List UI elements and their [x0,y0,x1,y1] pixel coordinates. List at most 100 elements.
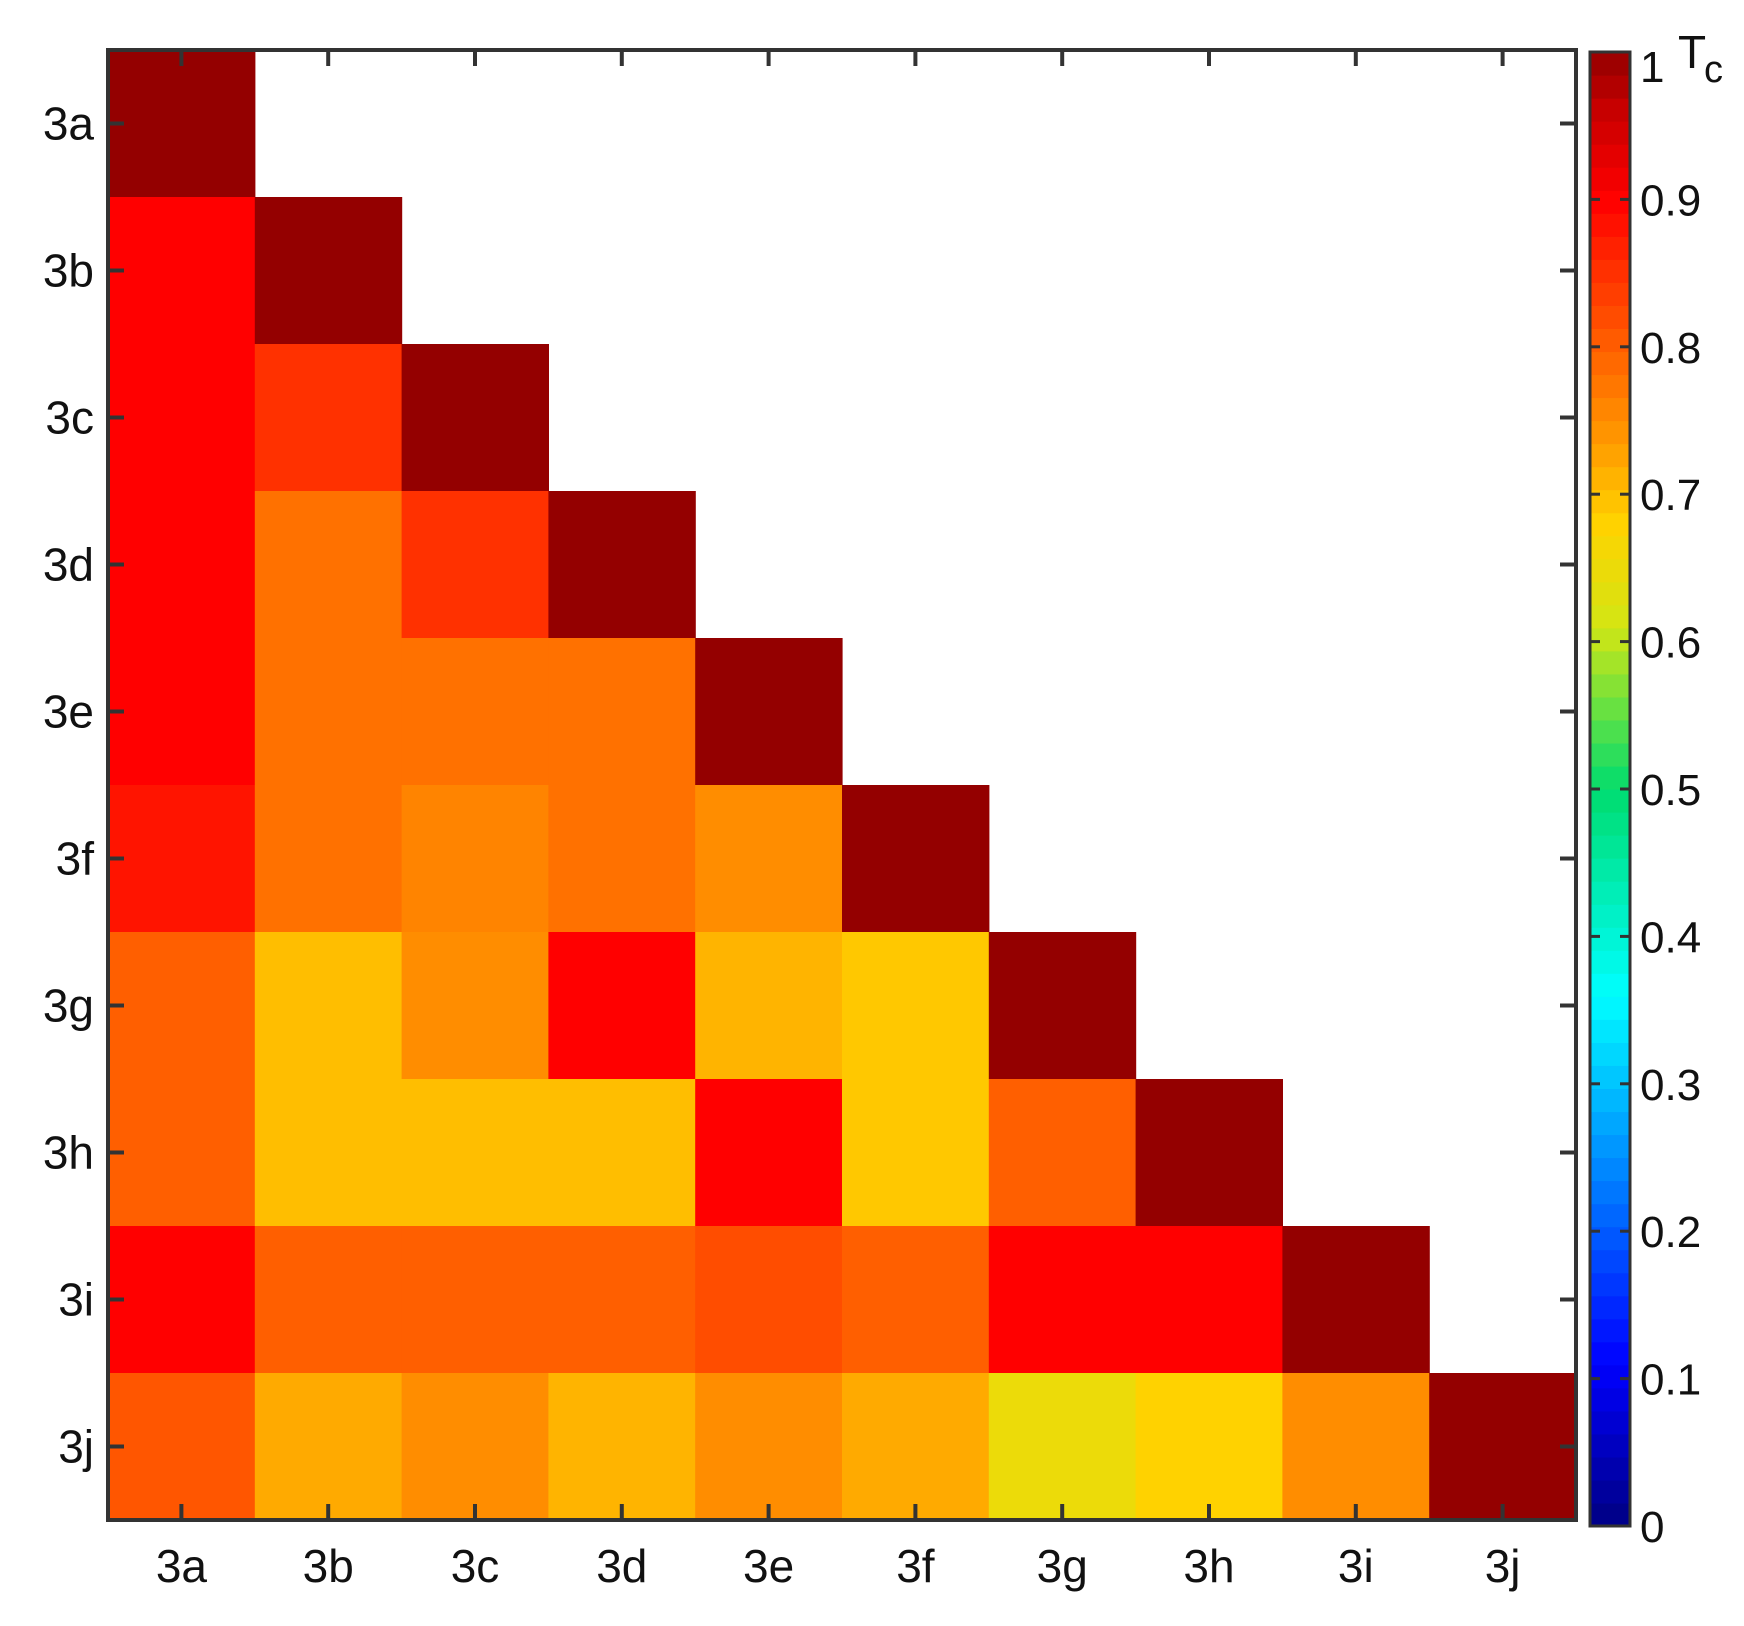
colorbar-segment [1590,420,1630,445]
colorbar-segment [1590,904,1630,928]
colorbar-segment [1590,673,1630,698]
colorbar-segment [1590,1134,1630,1159]
y-tick-label: 3e [43,686,94,738]
heatmap-cell [1135,1226,1283,1374]
colorbar-segment [1590,1387,1630,1412]
heatmap-cell [988,932,1137,1080]
colorbar-segment [1590,121,1630,145]
colorbar-segment [1590,973,1630,997]
y-tick-label: 3h [43,1127,94,1179]
colorbar-segment [1590,742,1630,767]
colorbar-segment [1590,1203,1630,1228]
colorbar-segment [1590,236,1630,260]
heatmap-cell [108,491,256,639]
colorbar-segment [1590,1456,1630,1481]
heatmap-cell [548,785,696,933]
heatmap-cell [401,1079,549,1227]
colorbar-segment [1590,466,1630,491]
colorbar-segment [1590,259,1630,283]
colorbar-segment [1590,696,1630,721]
heatmap-cell [548,638,696,786]
heatmap-cell [548,491,696,639]
heatmap-cell [988,1373,1137,1521]
colorbar-segment [1590,213,1630,237]
colorbar-segment [1590,351,1630,376]
heatmap-cell [842,1226,990,1374]
colorbar-segment [1590,1065,1630,1090]
colorbar-segment [1590,765,1630,790]
colorbar-segment [1590,305,1630,329]
heatmap-cell [108,1226,256,1374]
heatmap-cell [254,197,403,345]
heatmap-cell [695,932,843,1080]
colorbar-title-subscript: c [1704,49,1723,91]
heatmap-cell [254,1373,403,1521]
x-tick-label: 3j [1485,1540,1521,1592]
x-axis-labels: 3a 3b 3c 3d 3e 3f 3g 3h 3i 3j [156,1540,1521,1592]
x-tick-label: 3i [1338,1540,1374,1592]
colorbar [1588,50,1632,1528]
colorbar-segment [1590,996,1630,1020]
colorbar-tick-labels: 0 0.1 0.2 0.3 0.4 0.5 0.6 0.7 0.8 0.9 1 [1640,43,1701,1552]
x-tick-label: 3g [1037,1540,1088,1592]
colorbar-segment [1590,1272,1630,1297]
colorbar-tick-label: 0.1 [1640,1356,1701,1405]
colorbar-segment [1590,789,1630,813]
colorbar-segment [1590,650,1630,675]
heatmap-cell [548,1373,696,1521]
colorbar-segment [1590,512,1630,537]
colorbar-segment [1590,950,1630,974]
heatmap-cell [401,344,549,492]
heatmap-cell [254,638,403,786]
y-tick-label: 3d [43,539,94,591]
colorbar-segment [1590,1502,1630,1527]
colorbar-segment [1590,190,1630,214]
colorbar-segment [1590,443,1630,468]
colorbar-segment [1590,98,1630,122]
plot-frame [106,48,1578,1522]
colorbar-tick-label: 0.4 [1640,913,1701,962]
colorbar-tick-label: 0.8 [1640,324,1701,373]
x-tick-label: 3b [303,1540,354,1592]
colorbar-tick-label: 0.5 [1640,766,1701,815]
colorbar-tick-label: 0.9 [1640,176,1701,225]
heatmap-cell [401,638,549,786]
heatmap-cell [695,1226,843,1374]
colorbar-segment [1590,535,1630,560]
y-tick-label: 3g [43,980,94,1032]
colorbar-segment [1590,1295,1630,1320]
heatmap-cells [108,50,1577,1521]
colorbar-segment [1590,1433,1630,1458]
colorbar-segment [1590,1042,1630,1066]
colorbar-segment [1590,52,1630,76]
colorbar-segment [1590,1180,1630,1205]
colorbar-segment [1590,1157,1630,1182]
heatmap-cell [842,785,990,933]
heatmap-cell [548,1226,696,1374]
heatmap-cell [548,932,696,1080]
heatmap-cell [1135,1079,1283,1227]
heatmap-cell [254,932,403,1080]
colorbar-segment [1590,397,1630,422]
x-tick-label: 3f [896,1540,935,1592]
heatmap-cell [254,344,403,492]
colorbar-tick-label: 1 [1640,43,1664,92]
heatmap-cell [842,1079,990,1227]
y-tick-label: 3f [56,833,95,885]
colorbar-title: T [1678,26,1706,78]
colorbar-segment [1590,719,1630,744]
colorbar-segment [1590,1341,1630,1366]
heatmap-cell [548,1079,696,1227]
x-tick-label: 3d [596,1540,647,1592]
colorbar-segment [1590,1111,1630,1136]
colorbar-segment [1590,1249,1630,1274]
heatmap-cell [1429,1373,1577,1521]
heatmap-cell [988,1226,1137,1374]
heatmap-cell [842,932,990,1080]
colorbar-segment [1590,927,1630,951]
colorbar-segment [1590,1410,1630,1435]
colorbar-segment [1590,328,1630,353]
heatmap-cell [401,491,549,639]
